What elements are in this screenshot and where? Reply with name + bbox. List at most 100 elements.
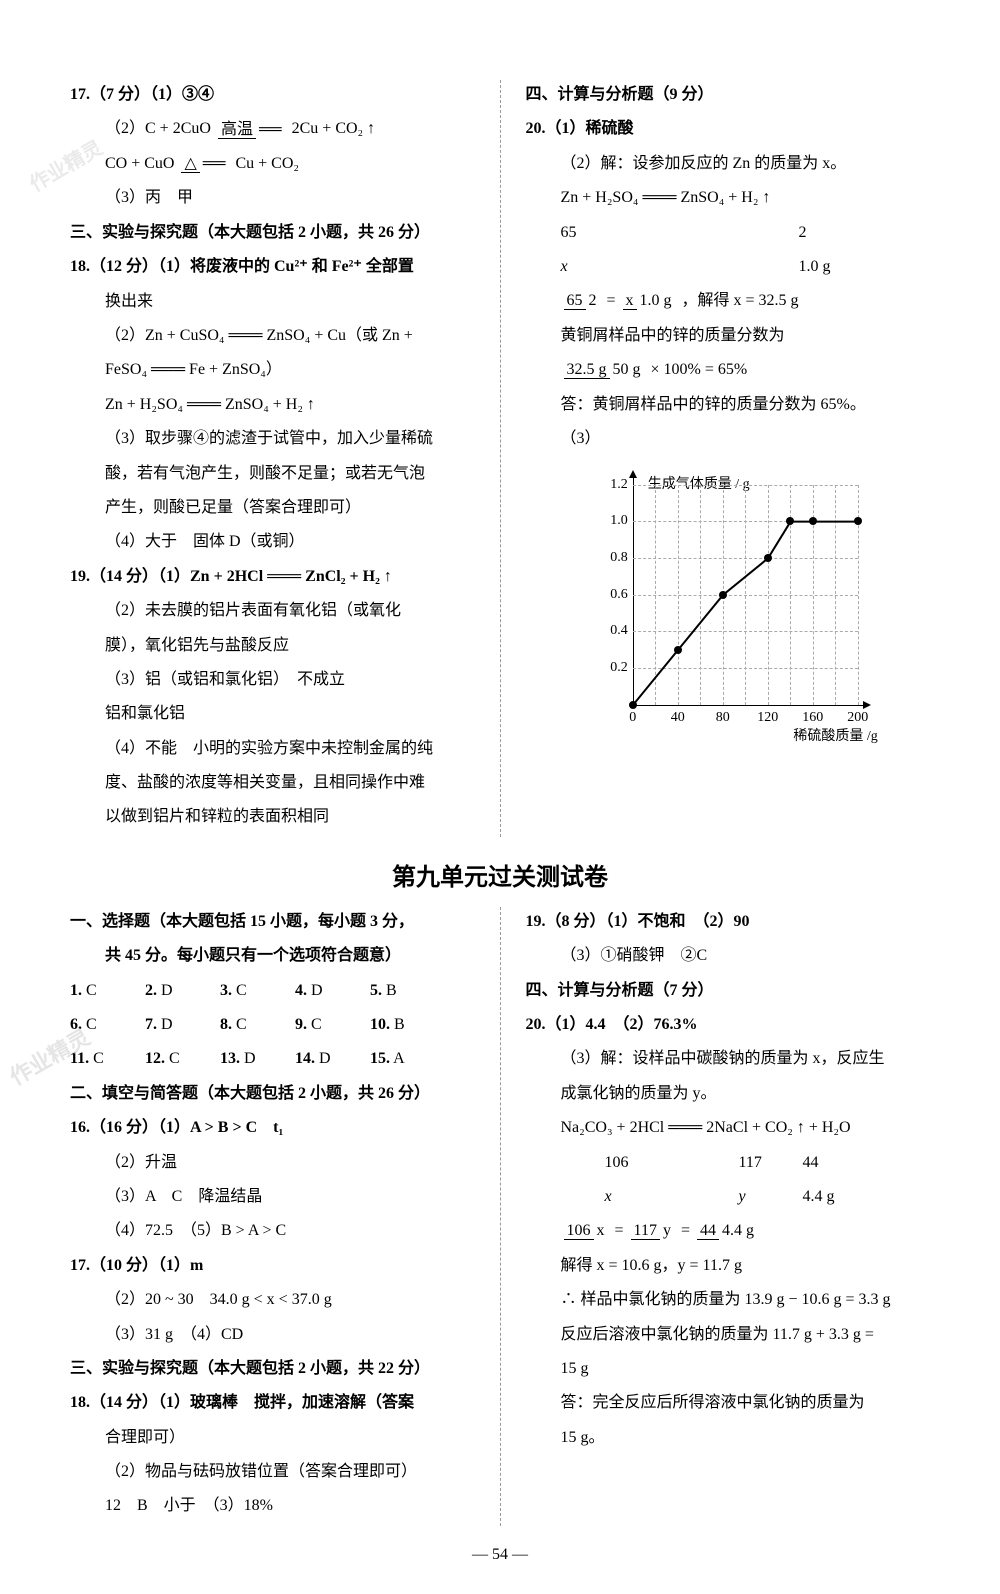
lower-right-column: 19.（8 分）（1）不饱和 （2）90 （3）①硝酸钾 ②C 四、计算与分析题… — [526, 907, 931, 1526]
u9-q17-1: 17.（10 分）（1）m — [70, 1251, 475, 1281]
u9-q16-2: （2）升温 — [70, 1148, 475, 1178]
q20-frac: 652 = x1.0 g ，解得 x = 32.5 g — [526, 286, 931, 317]
u9-q16-3: （3）A C 降温结晶 — [70, 1182, 475, 1212]
u9-s2: 二、填空与简答题（本大题包括 2 小题，共 26 分） — [70, 1079, 475, 1109]
q18-p4: （4）大于 固体 D（或铜） — [70, 527, 475, 557]
u9r-eq: Na₂CO₃ + 2HCl ═══ 2NaCl + CO₂ ↑ + H₂O — [526, 1113, 931, 1143]
u9r-calc1: ∴ 样品中氯化钠的质量为 13.9 g − 10.6 g = 3.3 g — [526, 1285, 931, 1315]
u9r-ans: 答：完全反应后所得溶液中氯化钠的质量为 — [526, 1388, 931, 1418]
gas-mass-chart: 生成气体质量 / g 稀硫酸质量 /g 0.20.40.60.81.01.204… — [578, 465, 878, 745]
q20-r2a: x — [561, 252, 621, 282]
f2b: y — [660, 1222, 674, 1239]
u9r-r2-1: y — [739, 1182, 799, 1212]
f3b: 4.4 g — [719, 1222, 757, 1239]
f1t: 106 — [564, 1222, 594, 1240]
left-column: 17.（7 分）（1）③④ （2）C + 2CuO 高温══ 2Cu + CO₂… — [70, 80, 475, 837]
u9-q16-1: 16.（16 分）（1）A > B > C t₁ — [70, 1113, 475, 1143]
q19-p4c: 以做到铝片和锌粒的表面积相同 — [70, 802, 475, 832]
q20-solve: ，解得 x = 32.5 g — [682, 292, 799, 309]
f1b: x — [594, 1222, 608, 1239]
q20-eq: Zn + H₂SO₄ ═══ ZnSO₄ + H₂ ↑ — [526, 183, 931, 213]
q19-p2b: 膜），氧化铝先与盐酸反应 — [70, 631, 475, 661]
u9-s1a: 一、选择题（本大题包括 15 小题，每小题 3 分， — [70, 907, 475, 937]
u9r-r1-0: 106 — [605, 1148, 735, 1178]
q20-p1-text: 20.（1）稀硫酸 — [526, 120, 634, 137]
column-divider-2 — [500, 907, 501, 1526]
q18-l1b: 换出来 — [70, 287, 475, 317]
q20-p2: （2）解：设参加反应的 Zn 的质量为 x。 — [526, 149, 931, 179]
u9-q18-1: 18.（14 分）（1）玻璃棒 搅拌，加速溶解（答案 — [70, 1388, 475, 1418]
u9r-calc2: 反应后溶液中氯化钠的质量为 11.7 g + 3.3 g = — [526, 1320, 931, 1350]
right-column: 四、计算与分析题（9 分） 20.（1）稀硫酸 （2）解：设参加反应的 Zn 的… — [526, 80, 931, 837]
mc-row2: 6. C7. D8. C9. C10. B — [70, 1010, 475, 1040]
u9-s1b: 共 45 分。每小题只有一个选项符合题意） — [70, 941, 475, 971]
q18-p3a: （3）取步骤④的滤渣于试管中，加入少量稀硫 — [70, 424, 475, 454]
mc-row1: 1. C2. D3. C4. D5. B — [70, 976, 475, 1006]
q17-eq1: （2）C + 2CuO 高温══ 2Cu + CO₂ ↑ — [70, 114, 475, 145]
u9r-r2-2: 4.4 g — [803, 1188, 835, 1205]
u9r-q20-2b: 成氯化钠的质量为 y。 — [526, 1079, 931, 1109]
q17-eq2-right: Cu + CO₂ — [235, 155, 299, 172]
q18-p3c: 产生，则酸已足量（答案合理即可） — [70, 493, 475, 523]
q20-r2b: 1.0 g — [799, 258, 831, 275]
lower-columns: 一、选择题（本大题包括 15 小题，每小题 3 分， 共 45 分。每小题只有一… — [70, 907, 930, 1526]
section3-title: 三、实验与探究题（本大题包括 2 小题，共 26 分） — [70, 218, 475, 248]
u9r-q20-2: （3）解：设样品中碳酸钠的质量为 x，反应生 — [526, 1044, 931, 1074]
q20-pct: 32.5 g50 g × 100% = 65% — [526, 355, 931, 386]
q19-header: 19.（14 分）（1）Zn + 2HCl ═══ ZnCl₂ + H₂ ↑ — [70, 562, 475, 592]
q17-p3: （3）丙 甲 — [70, 183, 475, 213]
q18-eq1b: FeSO₄ ═══ Fe + ZnSO₄） — [70, 355, 475, 385]
q17-eq2-left: CO + CuO — [105, 155, 174, 172]
u9-q16-1-text: 16.（16 分）（1）A > B > C t₁ — [70, 1119, 283, 1136]
q19-p2a: （2）未去膜的铝片表面有氧化铝（或氧化 — [70, 596, 475, 626]
frac-rt: x — [623, 292, 637, 310]
q19-p3b: 铝和氯化铝 — [70, 699, 475, 729]
q20-p3: （3） — [526, 424, 931, 454]
u9r-r1-1: 117 — [739, 1148, 799, 1178]
u9-q18-1b: 合理即可） — [70, 1423, 475, 1453]
u9r-ansb: 15 g。 — [526, 1423, 931, 1453]
q17-eq1-right: 2Cu + CO₂ ↑ — [292, 120, 376, 137]
u9-q17-3: （3）31 g （4）CD — [70, 1320, 475, 1350]
u9r-r2-0: x — [605, 1182, 735, 1212]
u9r-fracs: 106x = 117y = 444.4 g — [526, 1216, 931, 1247]
q18-header: 18.（12 分）（1）将废液中的 Cu²⁺ 和 Fe²⁺ 全部置 — [70, 252, 475, 282]
q18-p3b: 酸，若有气泡产生，则酸不足量；或若无气泡 — [70, 459, 475, 489]
q19-p3a: （3）铝（或铝和氯化铝） 不成立 — [70, 665, 475, 695]
f3t: 44 — [697, 1222, 719, 1240]
u9r-calc2b: 15 g — [526, 1354, 931, 1384]
q18-eq1: （2）Zn + CuSO₄ ═══ ZnSO₄ + Cu（或 Zn + — [70, 321, 475, 351]
u9r-r2: x y 4.4 g — [526, 1182, 931, 1212]
u9-s3: 三、实验与探究题（本大题包括 2 小题，共 22 分） — [70, 1354, 475, 1384]
pct-r: × 100% = 65% — [651, 361, 748, 378]
page-number: — 54 — — [70, 1546, 930, 1564]
u9-q17-2: （2）20 ~ 30 34.0 g < x < 37.0 g — [70, 1285, 475, 1315]
q19-p4a: （4）不能 小明的实验方案中未控制金属的纯 — [70, 734, 475, 764]
u9-q18-1-text: 18.（14 分）（1）玻璃棒 搅拌，加速溶解（答案 — [70, 1394, 414, 1411]
q20-ans: 答：黄铜屑样品中的锌的质量分数为 65%。 — [526, 390, 931, 420]
section4-title: 四、计算与分析题（9 分） — [526, 80, 931, 110]
frac-lb: 2 — [586, 292, 600, 309]
q17-eq1-cond: 高温 — [218, 121, 256, 139]
page: 17.（7 分）（1）③④ （2）C + 2CuO 高温══ 2Cu + CO₂… — [0, 0, 1000, 1594]
mc-row3: 11. C12. C13. D14. D15. A — [70, 1044, 475, 1074]
pct-t: 32.5 g — [564, 361, 610, 379]
u9r-q20-1-text: 20.（1）4.4 （2）76.3% — [526, 1016, 698, 1033]
q20-r1: 65 2 — [526, 218, 931, 248]
u9-q18-3: 12 B 小于 （3）18% — [70, 1491, 475, 1521]
u9r-s4: 四、计算与分析题（7 分） — [526, 976, 931, 1006]
q20-p1: 20.（1）稀硫酸 — [526, 114, 931, 144]
q20-r1a: 65 — [561, 218, 621, 248]
frac-lt: 65 — [564, 292, 586, 310]
u9-q16-4: （4）72.5 （5）B > A > C — [70, 1216, 475, 1246]
q19-p4b: 度、盐酸的浓度等相关变量，且相同操作中难 — [70, 768, 475, 798]
u9r-q19-1: 19.（8 分）（1）不饱和 （2）90 — [526, 907, 931, 937]
lower-left-column: 一、选择题（本大题包括 15 小题，每小题 3 分， 共 45 分。每小题只有一… — [70, 907, 475, 1526]
q18-header-text: 18.（12 分）（1）将废液中的 Cu²⁺ 和 Fe²⁺ 全部置 — [70, 258, 414, 275]
q17-header-text: 17.（7 分）（1）③④ — [70, 86, 214, 103]
q17-eq2-cond: △ — [181, 155, 199, 173]
frac-rb: 1.0 g — [637, 292, 675, 309]
u9-q18-2: （2）物品与砝码放错位置（答案合理即可） — [70, 1457, 475, 1487]
unit9-title: 第九单元过关测试卷 — [70, 857, 930, 892]
upper-columns: 17.（7 分）（1）③④ （2）C + 2CuO 高温══ 2Cu + CO₂… — [70, 80, 930, 837]
